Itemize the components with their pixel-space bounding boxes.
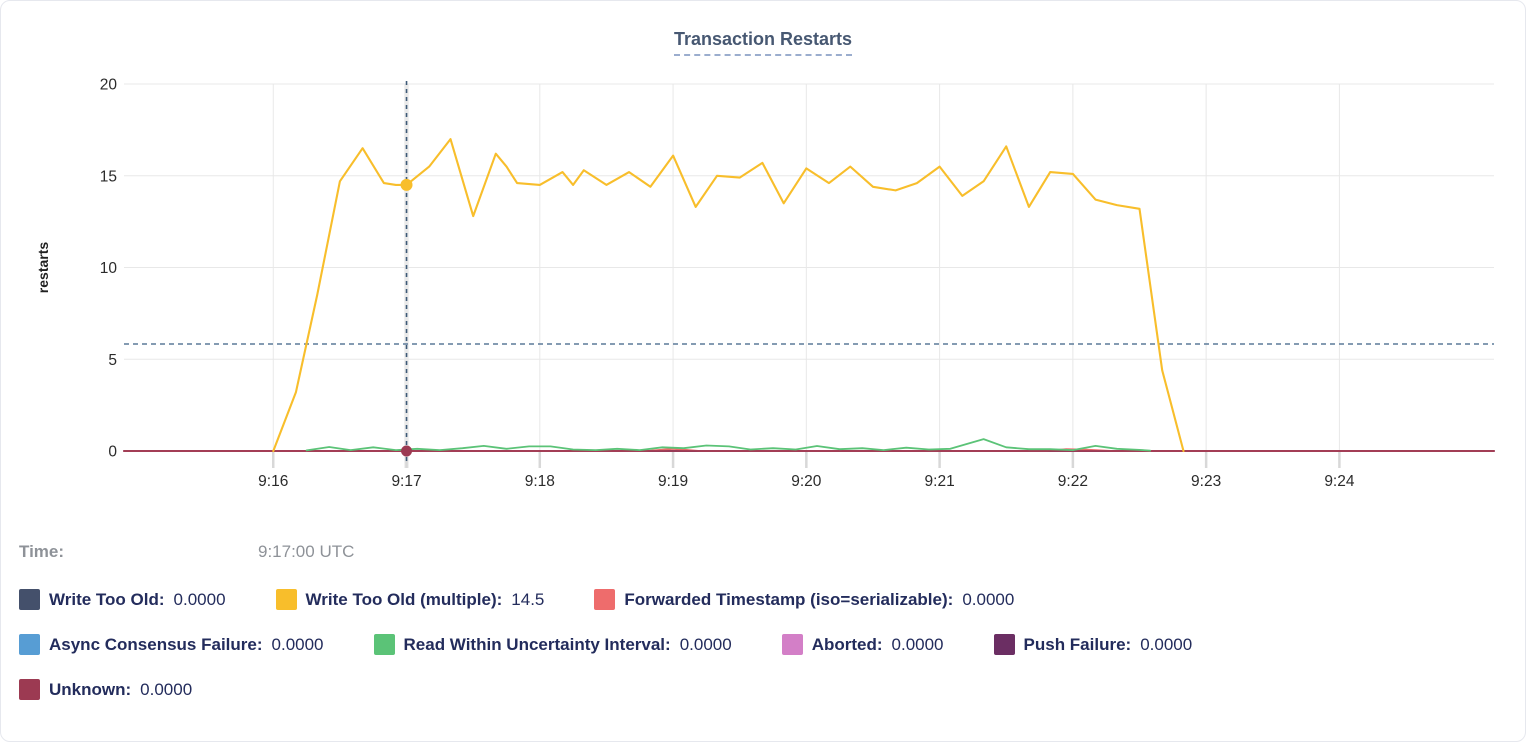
y-tick-label: 5: [108, 352, 117, 369]
legend-swatch: [993, 634, 1015, 655]
y-tick-label: 0: [108, 444, 117, 461]
legend-item[interactable]: Async Consensus Failure: 0.0000: [19, 634, 324, 655]
legend-series-name: Push Failure:: [1023, 634, 1132, 654]
tooltip-time-row: Time: 9:17:00 UTC: [19, 542, 1509, 562]
legend-series-name: Unknown:: [49, 679, 132, 699]
legend-item[interactable]: Aborted: 0.0000: [781, 634, 944, 655]
legend-series-name: Write Too Old:: [49, 589, 165, 609]
tooltip-time-label: Time:: [19, 542, 65, 561]
legend-series-value: 0.0000: [173, 589, 226, 609]
series-line-1[interactable]: [272, 138, 1185, 453]
legend-series-value: 0.0000: [140, 679, 193, 699]
legend-swatch: [19, 679, 40, 700]
legend-row: Unknown: 0.0000: [19, 677, 1515, 702]
legend-series-value: 0.0000: [891, 634, 944, 654]
y-tick-label: 20: [100, 77, 118, 94]
legend-swatch: [781, 634, 803, 655]
chart-title-text[interactable]: Transaction Restarts: [673, 29, 853, 56]
x-tick-label: 9:19: [658, 473, 688, 490]
chart-title: Transaction Restarts: [1, 29, 1525, 56]
chart-legend: Write Too Old: 0.0000 Write Too Old (multi…: [19, 587, 1515, 722]
legend-swatch: [19, 634, 40, 655]
x-tick-label: 9:18: [525, 473, 555, 490]
x-tick-label: 9:20: [791, 473, 822, 490]
legend-item[interactable]: Forwarded Timestamp (iso=serializable): 0…: [594, 589, 1014, 610]
legend-swatch: [275, 589, 297, 610]
legend-row: Async Consensus Failure: 0.0000 Read Withi…: [19, 632, 1515, 657]
x-tick-label: 9:22: [1058, 473, 1088, 490]
legend-series-value: 0.0000: [679, 634, 732, 654]
transaction-restarts-chart[interactable]: 0 5 10 15 20 9:16 9:17 9:18 9:19 9:20 9:21 9:22 9:23…: [1, 1, 1528, 506]
legend-item[interactable]: Push Failure: 0.0000: [993, 634, 1193, 655]
y-tick-label: 10: [100, 260, 118, 277]
series-line-4[interactable]: [305, 438, 1152, 452]
legend-series-name: Forwarded Timestamp (iso=serializable):: [624, 589, 954, 609]
legend-swatch: [594, 589, 616, 610]
tooltip-time-value: 9:17:00 UTC: [258, 542, 355, 561]
x-tick-label: 9:24: [1324, 473, 1355, 490]
y-axis-label: restarts: [35, 242, 51, 294]
x-tick-label: 9:16: [258, 473, 288, 490]
x-tick-label: 9:17: [391, 473, 421, 490]
legend-swatch: [373, 634, 395, 655]
x-tick-label: 9:21: [925, 473, 955, 490]
y-tick-label: 15: [100, 168, 117, 185]
hover-dot: [401, 445, 413, 457]
legend-series-value: 0.0000: [271, 634, 324, 654]
legend-item[interactable]: Read Within Uncertainty Interval: 0.0000: [373, 634, 732, 655]
legend-item[interactable]: Unknown: 0.0000: [19, 679, 192, 700]
legend-item[interactable]: Write Too Old: 0.0000: [19, 589, 226, 610]
legend-item[interactable]: Write Too Old (multiple): 14.5: [275, 589, 545, 610]
legend-series-name: Aborted:: [811, 634, 883, 654]
legend-series-value: 14.5: [511, 589, 545, 609]
x-tick-label: 9:23: [1191, 473, 1221, 490]
legend-series-name: Async Consensus Failure:: [49, 634, 263, 654]
legend-swatch: [19, 589, 40, 610]
hover-dot: [400, 178, 413, 191]
legend-row: Write Too Old: 0.0000 Write Too Old (multi…: [19, 587, 1515, 612]
legend-series-name: Read Within Uncertainty Interval:: [403, 634, 671, 654]
legend-series-name: Write Too Old (multiple):: [305, 589, 503, 609]
legend-series-value: 0.0000: [1140, 634, 1193, 654]
legend-series-value: 0.0000: [962, 589, 1015, 609]
